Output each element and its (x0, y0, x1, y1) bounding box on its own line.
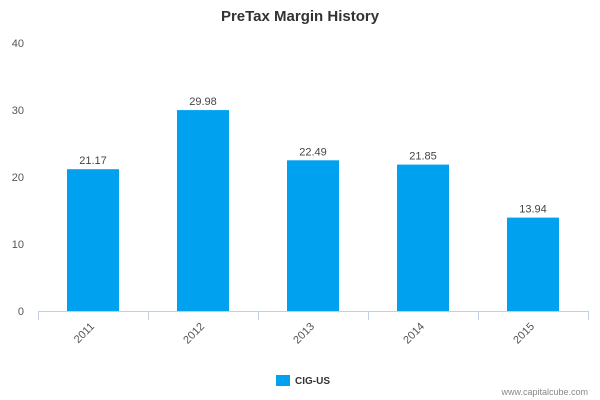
chart-title: PreTax Margin History (221, 8, 380, 25)
x-tick-label: 2011 (72, 321, 97, 346)
x-tick-label: 2013 (291, 321, 317, 347)
y-tick-label: 0 (18, 306, 24, 318)
y-tick-label: 10 (12, 239, 24, 251)
x-axis: 2011 2012 2013 2014 2015 (38, 311, 589, 346)
x-tick-label: 2014 (401, 321, 427, 347)
bar-value-label: 29.98 (189, 96, 217, 108)
legend-swatch (276, 375, 290, 386)
bar (397, 164, 449, 311)
y-tick-label: 20 (12, 172, 24, 184)
y-tick-label: 30 (12, 105, 24, 117)
bar-value-label: 21.17 (79, 155, 107, 167)
legend-label: CIG-US (295, 376, 330, 387)
y-axis: 0 10 20 30 40 (12, 38, 24, 318)
bar (507, 217, 559, 311)
x-tick-label: 2015 (511, 321, 537, 347)
bar (177, 110, 229, 311)
bar-value-label: 21.85 (409, 151, 437, 163)
bar-series: 21.17 29.98 22.49 21.85 13.94 (67, 96, 559, 311)
bar-value-label: 13.94 (519, 204, 547, 216)
x-tick-label: 2012 (181, 321, 207, 347)
legend: CIG-US (276, 375, 330, 387)
credit-text: www.capitalcube.com (500, 387, 588, 397)
bar (287, 160, 339, 311)
y-tick-label: 40 (12, 38, 24, 50)
bar-value-label: 22.49 (299, 146, 327, 158)
bar (67, 169, 119, 311)
